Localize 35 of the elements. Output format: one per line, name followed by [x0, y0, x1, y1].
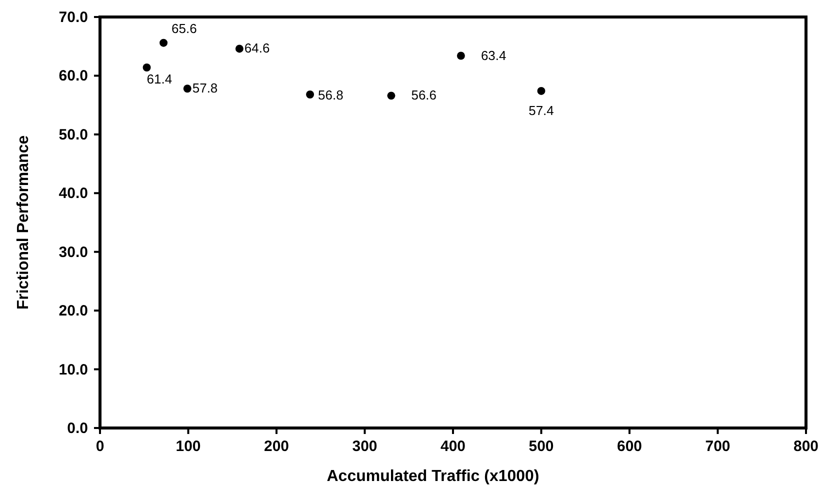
x-tick-label: 800 — [793, 438, 819, 455]
data-label: 57.8 — [192, 80, 218, 96]
data-label: 65.6 — [172, 20, 197, 36]
data-label: 61.4 — [146, 71, 172, 86]
y-tick-label: 10.0 — [58, 361, 88, 378]
y-tick-label: 0.0 — [67, 420, 88, 437]
point — [387, 92, 396, 100]
x-tick-label: 400 — [440, 438, 466, 455]
y-tick-label: 40.0 — [58, 185, 88, 202]
x-tick-label: 500 — [528, 438, 554, 455]
y-tick-label: 60.0 — [58, 68, 88, 85]
data-label: 56.6 — [411, 88, 437, 103]
data-label: 56.8 — [318, 88, 344, 103]
point — [306, 90, 314, 98]
data-label: 57.4 — [528, 102, 554, 118]
x-tick-label: 100 — [176, 438, 201, 455]
data-label: 63.4 — [480, 48, 506, 63]
x-tick-label: 0 — [96, 438, 104, 455]
point — [183, 84, 192, 93]
x-tick-label: 700 — [705, 438, 730, 455]
x-tick-label: 600 — [616, 438, 642, 455]
point — [235, 44, 244, 53]
y-tick-label: 20.0 — [58, 302, 88, 320]
data-label: 64.6 — [244, 40, 270, 56]
y-tick-label: 50.0 — [58, 126, 88, 144]
point — [456, 52, 465, 60]
x-tick-label: 300 — [352, 438, 378, 455]
x-tick-label: 200 — [264, 438, 290, 455]
y-axis-title: Frictional Performance — [15, 135, 32, 310]
y-tick-label: 30.0 — [58, 244, 88, 261]
y-tick-label: 70.0 — [58, 9, 88, 26]
x-axis-title: Accumulated Traffic (x1000) — [326, 468, 540, 485]
point — [160, 38, 168, 47]
point — [537, 87, 546, 95]
point — [142, 64, 151, 72]
